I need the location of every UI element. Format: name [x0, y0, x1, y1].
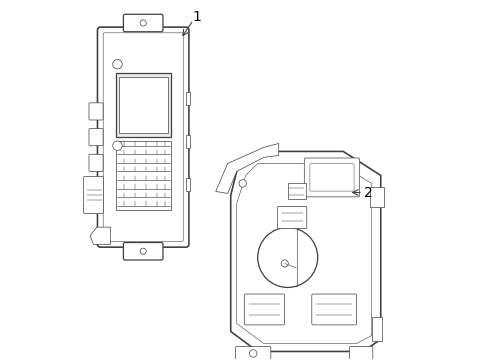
Circle shape	[140, 20, 146, 26]
FancyBboxPatch shape	[310, 164, 354, 191]
Bar	[372, 318, 382, 342]
Bar	[119, 77, 168, 133]
FancyBboxPatch shape	[103, 33, 183, 242]
FancyBboxPatch shape	[350, 346, 373, 360]
Circle shape	[281, 260, 288, 267]
Circle shape	[239, 180, 246, 187]
Bar	[370, 188, 384, 207]
Bar	[116, 141, 171, 210]
FancyBboxPatch shape	[98, 27, 189, 247]
FancyBboxPatch shape	[123, 14, 163, 32]
Circle shape	[258, 228, 318, 287]
Circle shape	[249, 350, 257, 357]
FancyBboxPatch shape	[304, 158, 360, 197]
Text: 1: 1	[193, 10, 201, 24]
Circle shape	[113, 59, 122, 69]
Polygon shape	[216, 143, 279, 193]
FancyBboxPatch shape	[312, 294, 357, 325]
FancyBboxPatch shape	[89, 154, 103, 171]
Bar	[186, 178, 190, 191]
Polygon shape	[237, 163, 372, 343]
FancyBboxPatch shape	[278, 206, 307, 229]
Circle shape	[113, 141, 122, 150]
FancyBboxPatch shape	[83, 176, 103, 213]
Polygon shape	[90, 227, 111, 244]
FancyBboxPatch shape	[89, 129, 103, 146]
Bar	[116, 73, 171, 137]
Polygon shape	[231, 152, 381, 351]
Text: 2: 2	[364, 185, 372, 199]
Bar	[186, 92, 190, 105]
FancyBboxPatch shape	[123, 243, 163, 260]
Bar	[186, 135, 190, 148]
FancyBboxPatch shape	[236, 346, 271, 360]
Circle shape	[140, 248, 146, 254]
FancyBboxPatch shape	[245, 294, 285, 325]
Bar	[288, 184, 306, 199]
FancyBboxPatch shape	[89, 103, 103, 120]
